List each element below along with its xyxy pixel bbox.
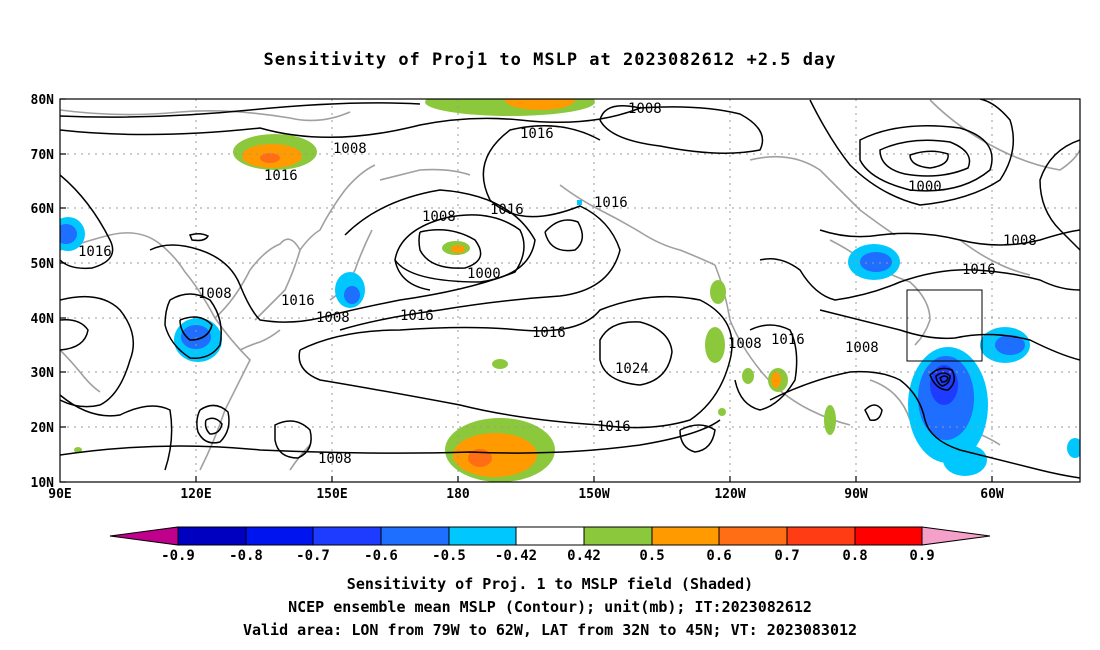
colorbar-swatch [177, 526, 247, 546]
contour-label: 1016 [281, 293, 315, 309]
contour-label: 1008 [422, 209, 456, 225]
contour-label: 1016 [78, 244, 112, 260]
lon-label: 150W [578, 487, 609, 502]
contour-label: 1016 [520, 126, 554, 142]
contour-label: 1008 [198, 286, 232, 302]
colorbar-pos-arrow [921, 526, 991, 546]
colorbar-label: -0.5 [432, 548, 466, 564]
contour-label: 1008 [333, 141, 367, 157]
lon-label: 60W [980, 487, 1004, 502]
lon-label: 90W [844, 487, 868, 502]
colorbar-swatch [854, 526, 923, 546]
colorbar-label: -0.8 [229, 548, 263, 564]
valid-area-box [906, 289, 983, 362]
colorbar-label: 0.42 [567, 548, 601, 564]
lat-label: 30N [31, 366, 55, 381]
colorbar-label: 0.7 [774, 548, 799, 564]
colorbar-label: -0.9 [161, 548, 195, 564]
map-title: Sensitivity of Proj1 to MSLP at 20230826… [263, 50, 837, 70]
colorbar-labels: -0.9 -0.8 -0.7 -0.6 -0.5 -0.42 0.42 0.5 … [161, 548, 935, 564]
colorbar-swatch [515, 526, 585, 546]
colorbar-label: 0.5 [639, 548, 664, 564]
contour-label: 1016 [962, 262, 996, 278]
contour-label: 1008 [316, 310, 350, 326]
contour-label: 1000 [467, 266, 501, 282]
colorbar-neg-arrow [109, 526, 179, 546]
lat-label: 40N [31, 312, 55, 327]
lon-label: 150E [316, 487, 347, 502]
contour-label: 1008 [318, 451, 352, 467]
colorbar-label: -0.6 [364, 548, 398, 564]
contour-label: 1016 [771, 332, 805, 348]
colorbar-swatch [583, 526, 653, 546]
contour-label: 1008 [728, 336, 762, 352]
colorbar-swatch [718, 526, 788, 546]
contour-label: 1008 [628, 101, 662, 117]
map-frame [59, 98, 1081, 483]
colorbar-swatch [651, 526, 720, 546]
contour-label: 1000 [908, 179, 942, 195]
colorbar-label: 0.6 [706, 548, 731, 564]
contour-label: 1024 [615, 361, 649, 377]
lat-label: 50N [31, 257, 55, 272]
lat-label: 80N [31, 93, 55, 108]
contour-label: 1016 [264, 168, 298, 184]
contour-label: 1016 [400, 308, 434, 324]
colorbar-label: -0.42 [495, 548, 537, 564]
mslp-contours [60, 99, 1080, 479]
lat-label: 20N [31, 421, 55, 436]
colorbar-label: 0.9 [909, 548, 934, 564]
lon-label: 120E [180, 487, 211, 502]
colorbar-swatch [245, 526, 314, 546]
lat-label: 70N [31, 148, 55, 163]
contour-label: 1016 [594, 195, 628, 211]
sensitivity-shading [60, 99, 1080, 482]
colorbar-swatch [312, 526, 382, 546]
contour-label: 1016 [532, 325, 566, 341]
colorbar [109, 526, 991, 546]
caption-line-2: NCEP ensemble mean MSLP (Contour); unit(… [288, 598, 812, 616]
lon-label: 180 [446, 487, 470, 502]
coastlines [60, 99, 1080, 471]
lat-label: 10N [31, 476, 55, 491]
colorbar-swatch [786, 526, 856, 546]
colorbar-swatch [380, 526, 450, 546]
latitude-labels: 80N 70N 60N 50N 40N 30N 20N 10N [31, 93, 55, 491]
contour-label: 1008 [1003, 233, 1037, 249]
lat-label: 60N [31, 202, 55, 217]
colorbar-swatch [448, 526, 517, 546]
caption-line-1: Sensitivity of Proj. 1 to MSLP field (Sh… [346, 575, 754, 593]
longitude-labels: 90E 120E 150E 180 150W 120W 90W 60W [48, 487, 1004, 502]
colorbar-label: -0.7 [296, 548, 330, 564]
contour-label: 1008 [845, 340, 879, 356]
lon-label: 120W [714, 487, 745, 502]
contour-label: 1016 [490, 202, 524, 218]
contour-labels: 1008 1016 1008 1016 1016 1016 1008 1000 … [78, 101, 1037, 467]
colorbar-label: 0.8 [842, 548, 867, 564]
caption-line-3: Valid area: LON from 79W to 62W, LAT fro… [242, 621, 858, 639]
lon-label: 90E [48, 487, 71, 502]
axis-ticks [60, 98, 993, 483]
contour-label: 1016 [597, 419, 631, 435]
